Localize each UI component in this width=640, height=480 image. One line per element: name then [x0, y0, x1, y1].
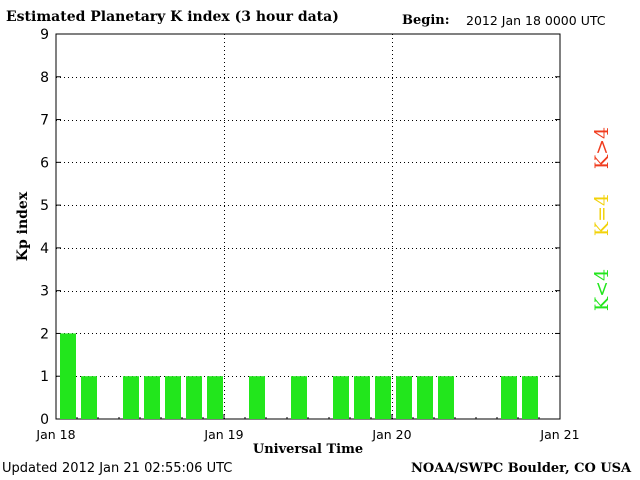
kp-bar	[144, 376, 160, 419]
y-tick-label: 2	[40, 326, 49, 342]
x-tick-label: Jan 20	[371, 427, 411, 442]
kp-bar	[396, 376, 412, 419]
kp-bar	[291, 376, 307, 419]
legend-item: K>4	[591, 127, 613, 169]
kp-bar	[81, 376, 97, 419]
legend-item: K<4	[591, 269, 613, 311]
y-tick-label: 8	[40, 70, 49, 86]
y-tick-label: 3	[40, 284, 49, 300]
y-tick-label: 5	[40, 198, 49, 214]
kp-bar	[438, 376, 454, 419]
begin-label: Begin:	[402, 13, 450, 28]
source-credit: NOAA/SWPC Boulder, CO USA	[411, 461, 632, 476]
y-axis-label: Kp index	[15, 191, 31, 261]
y-tick-label: 7	[40, 113, 49, 129]
chart-title: Estimated Planetary K index (3 hour data…	[6, 9, 339, 25]
begin-value: 2012 Jan 18 0000 UTC	[466, 13, 606, 28]
kp-bar	[501, 376, 517, 419]
y-tick-label: 4	[40, 241, 49, 257]
x-tick-label: Jan 18	[35, 427, 75, 442]
x-tick-label: Jan 19	[203, 427, 243, 442]
kp-bar	[417, 376, 433, 419]
kp-bar	[249, 376, 265, 419]
y-tick-label: 9	[40, 27, 49, 43]
y-tick-label: 6	[40, 155, 49, 171]
kp-bar	[207, 376, 223, 419]
updated-value: 2012 Jan 21 02:55:06 UTC	[62, 461, 233, 476]
kp-bar	[123, 376, 139, 419]
updated-label: Updated	[2, 461, 58, 476]
plot-frame	[55, 33, 561, 420]
kp-bar	[375, 376, 391, 419]
legend-item: K=4	[591, 194, 613, 236]
kp-bar	[60, 333, 76, 419]
kp-bar	[186, 376, 202, 419]
kp-bar	[354, 376, 370, 419]
y-tick-label: 0	[40, 412, 49, 428]
kp-bar	[522, 376, 538, 419]
x-axis-label: Universal Time	[253, 442, 363, 457]
kp-bar	[333, 376, 349, 419]
kp-bar	[165, 376, 181, 419]
y-tick-label: 1	[40, 369, 49, 385]
x-tick-label: Jan 21	[539, 427, 579, 442]
